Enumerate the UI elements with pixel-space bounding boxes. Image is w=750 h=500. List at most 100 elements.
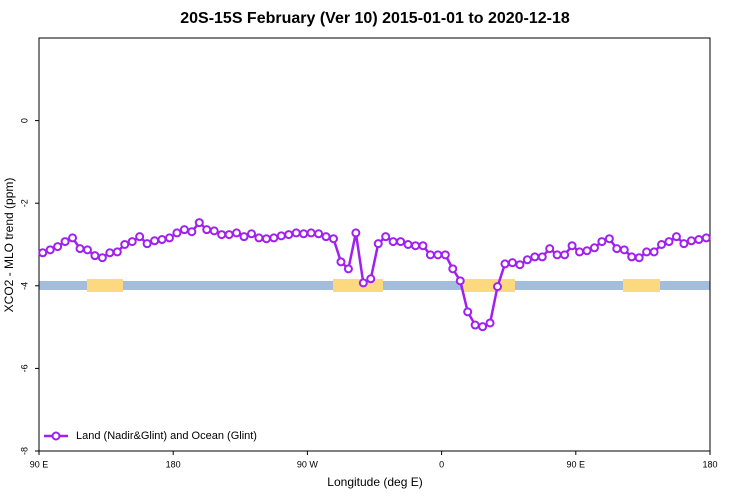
point	[679, 239, 689, 249]
point	[612, 244, 622, 254]
point	[701, 233, 711, 243]
point	[172, 228, 182, 238]
point	[120, 240, 130, 249]
point	[560, 250, 570, 260]
point	[105, 248, 115, 258]
point	[463, 307, 473, 317]
x-tick-label: 180	[702, 459, 717, 469]
point	[246, 229, 256, 239]
point	[604, 234, 614, 244]
point	[314, 229, 324, 239]
point	[507, 258, 517, 268]
point	[82, 245, 92, 255]
point	[500, 259, 510, 269]
point	[284, 230, 294, 240]
point	[627, 252, 637, 262]
point	[694, 235, 704, 245]
x-tick-label: 180	[166, 459, 181, 469]
point	[157, 235, 167, 245]
point	[597, 237, 607, 247]
point	[515, 260, 525, 270]
point	[582, 246, 592, 256]
point	[433, 250, 443, 260]
point	[567, 241, 577, 251]
x-axis-label: Longitude (deg E)	[327, 475, 422, 489]
band-yellow	[87, 279, 123, 292]
point	[478, 322, 488, 332]
point	[112, 247, 122, 257]
point	[589, 243, 599, 253]
point	[217, 230, 227, 240]
point	[545, 244, 555, 254]
point	[328, 234, 338, 244]
point	[366, 274, 376, 284]
point	[440, 250, 450, 260]
legend-marker	[51, 431, 61, 441]
point	[261, 234, 271, 244]
legend-label: Land (Nadir&Glint) and Ocean (Glint)	[76, 430, 257, 442]
point	[142, 239, 152, 249]
point	[455, 276, 465, 286]
point	[75, 244, 85, 254]
point	[522, 255, 532, 265]
point	[649, 247, 659, 257]
y-tick-label: -6	[19, 364, 29, 372]
point	[232, 228, 242, 238]
point	[336, 257, 346, 267]
point	[179, 225, 189, 235]
point	[530, 252, 540, 262]
x-tick-label: 90 E	[567, 459, 586, 469]
x-tick-label: 90 W	[297, 459, 319, 469]
point	[60, 237, 70, 247]
point	[470, 320, 480, 330]
point	[671, 232, 681, 242]
point	[194, 218, 204, 228]
point	[388, 237, 398, 247]
point	[485, 318, 495, 328]
point	[664, 237, 674, 247]
point	[45, 245, 55, 255]
point	[306, 228, 316, 238]
point	[686, 236, 696, 246]
band-yellow	[623, 279, 660, 292]
point	[97, 253, 107, 263]
point	[373, 239, 383, 249]
point	[299, 229, 309, 239]
y-tick-label: -8	[19, 447, 29, 455]
point	[343, 264, 353, 274]
point	[403, 240, 413, 249]
y-tick-label: -2	[19, 199, 29, 207]
point	[575, 247, 585, 257]
x-tick-label: 0	[439, 459, 444, 469]
ocean-band	[39, 279, 710, 292]
point	[38, 248, 48, 258]
point	[351, 228, 361, 238]
point	[187, 227, 197, 237]
point	[381, 232, 391, 242]
point	[358, 278, 368, 288]
point	[269, 233, 279, 243]
point	[135, 232, 145, 242]
point	[53, 242, 63, 252]
point	[202, 225, 212, 235]
point	[619, 245, 629, 255]
point	[418, 241, 428, 251]
band-yellow	[463, 279, 515, 292]
band-yellow	[333, 279, 383, 292]
point	[276, 231, 286, 241]
chart-title: 20S-15S February (Ver 10) 2015-01-01 to …	[180, 10, 570, 27]
point	[552, 250, 562, 260]
point	[291, 228, 301, 238]
point	[493, 282, 503, 292]
plot-frame	[38, 37, 711, 452]
point	[537, 252, 547, 262]
point	[642, 247, 652, 257]
point	[321, 232, 331, 242]
point	[254, 233, 264, 243]
point	[396, 237, 406, 247]
point	[90, 251, 100, 261]
point	[657, 240, 667, 249]
point	[425, 250, 435, 260]
point	[411, 241, 421, 251]
